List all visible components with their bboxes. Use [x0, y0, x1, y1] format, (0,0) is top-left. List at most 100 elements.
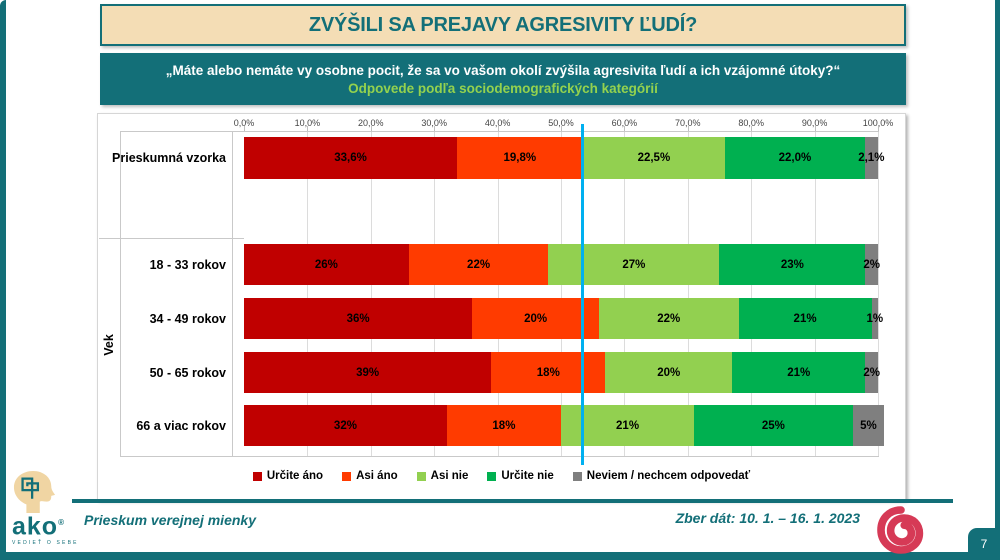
survey-question: „Máte alebo nemáte vy osobne pocit, že s…: [165, 62, 841, 78]
footer-right-text: Zber dát: 10. 1. – 16. 1. 2023: [675, 510, 860, 526]
bar-segment: 20%: [605, 352, 733, 393]
x-tick-mark: [878, 126, 879, 132]
bar-segment: 18%: [446, 405, 561, 446]
bar-segment: 33,6%: [244, 137, 458, 179]
bar-segment: 25%: [694, 405, 853, 446]
x-tick-label: 10,0%: [294, 118, 321, 128]
right-edge-bar: [995, 0, 1000, 560]
legend-item: Neviem / nechcem odpovedať: [572, 470, 750, 482]
bar-segment-value: 22%: [657, 312, 681, 325]
x-tick-mark: [561, 126, 562, 132]
legend-swatch: [416, 471, 426, 481]
bar-segment-value: 21%: [616, 419, 640, 432]
legend-label: Asi nie: [430, 470, 469, 482]
bar-segment-value: 22%: [467, 258, 491, 271]
bar-segment: 19,8%: [457, 137, 583, 179]
bar-segment: 5%: [852, 405, 885, 446]
footer-divider: [72, 499, 953, 503]
x-tick-mark: [370, 126, 372, 132]
bar-segment-value: 22,0%: [778, 152, 812, 164]
bar-segment-value: 26%: [314, 258, 338, 271]
gridline: [878, 131, 879, 456]
left-edge-bar: [0, 0, 6, 555]
x-tick-mark: [814, 126, 816, 132]
bar-segment: 18%: [491, 352, 606, 393]
bar-row: 33,6% 19,8% 22,5% 22,0% 2,1%: [244, 137, 884, 179]
bar-segment: 2%: [863, 352, 880, 393]
axis-bottom-line: [120, 456, 879, 457]
x-tick-mark: [687, 126, 689, 132]
bar-segment-value: 19,8%: [503, 152, 537, 164]
vek-label: Vek: [102, 334, 116, 356]
ako-tagline: VEDIEŤ O SEBE: [12, 540, 79, 547]
legend-swatch: [252, 471, 262, 481]
axis-top-line: [120, 131, 879, 132]
bar-segment-value: 2%: [863, 258, 880, 271]
gridline: [497, 131, 499, 456]
bar-segment: 22,0%: [725, 137, 865, 179]
x-tick-mark: [434, 126, 436, 132]
page-number: 7: [980, 537, 988, 551]
bar-segment: 39%: [244, 352, 492, 393]
slide-title-box: ZVÝŠILI SA PREJAVY AGRESIVITY ĽUDÍ?: [100, 4, 906, 46]
x-tick-label: 80,0%: [738, 118, 764, 128]
bar-segment: 22%: [599, 298, 739, 339]
category-label: 34 - 49 rokov: [149, 311, 226, 326]
bar-segment-value: 2%: [863, 366, 880, 379]
category-label: 66 a viac rokov: [136, 418, 226, 433]
x-tick-label: 60,0%: [611, 118, 638, 128]
legend-item: Asi áno: [342, 470, 398, 482]
question-box: „Máte alebo nemáte vy osobne pocit, že s…: [100, 53, 906, 105]
bar-row: 32% 18% 21% 25% 5%: [244, 405, 885, 446]
bar-segment-value: 27%: [622, 258, 646, 271]
bar-segment: 2,1%: [858, 137, 884, 179]
x-tick-mark: [497, 126, 499, 132]
bar-segment: 36%: [244, 298, 473, 339]
bar-segment-value: 39%: [356, 366, 380, 379]
bar-segment: 32%: [244, 405, 447, 446]
legend-label: Určite nie: [501, 470, 554, 482]
bar-segment: 20%: [472, 298, 600, 339]
bar-segment: 23%: [719, 244, 866, 285]
gridline: [434, 131, 436, 456]
legend-item: Určite áno: [252, 470, 323, 482]
ako-logo: ako® VEDIEŤ O SEBE: [12, 470, 92, 546]
bar-segment-value: 33,6%: [334, 152, 367, 164]
gridline: [687, 131, 689, 456]
bar-row: 39% 18% 20% 21% 2%: [244, 352, 880, 393]
bar-segment-value: 36%: [346, 312, 370, 325]
bar-segment: 22,5%: [582, 137, 726, 179]
reference-line: [581, 124, 585, 465]
category-label: Prieskumná vzorka: [112, 151, 226, 165]
gridline: [814, 131, 816, 456]
x-tick-mark: [307, 126, 309, 132]
x-tick-label: 50,0%: [548, 118, 574, 128]
legend-label: Asi áno: [356, 470, 398, 482]
slide-title: ZVÝŠILI SA PREJAVY AGRESIVITY ĽUDÍ?: [308, 13, 698, 36]
bar-segment: 21%: [732, 352, 866, 393]
bar-segment-value: 21%: [793, 312, 817, 325]
bar-segment-value: 22,5%: [637, 152, 671, 164]
legend: Určite áno Asi áno Asi nie Určite nie Neviem…: [98, 470, 905, 482]
legend-swatch: [572, 471, 582, 481]
x-tick-label: 0,0%: [233, 118, 255, 128]
bar-segment-value: 21%: [787, 366, 811, 379]
bar-segment: 26%: [244, 244, 409, 285]
bar-segment-value: 18%: [536, 366, 560, 379]
x-tick-label: 40,0%: [484, 118, 511, 128]
bar-segment: 2%: [863, 244, 880, 285]
bar-segment-value: 2,1%: [858, 152, 885, 164]
x-tick-mark: [751, 126, 753, 132]
bar-segment-value: 5%: [860, 419, 877, 432]
bar-segment: 1%: [866, 298, 883, 339]
question-subtitle: Odpovede podľa sociodemografických kateg…: [348, 80, 658, 96]
footer-left-text: Prieskum verejnej mienky: [84, 512, 256, 528]
legend-swatch: [342, 471, 352, 481]
x-tick-label: 70,0%: [675, 118, 701, 128]
x-tick-label: 20,0%: [358, 118, 384, 128]
bar-segment-value: 20%: [657, 366, 681, 379]
gridline: [751, 131, 753, 456]
x-tick-label: 100,0%: [862, 118, 894, 128]
legend-swatch: [487, 471, 497, 481]
